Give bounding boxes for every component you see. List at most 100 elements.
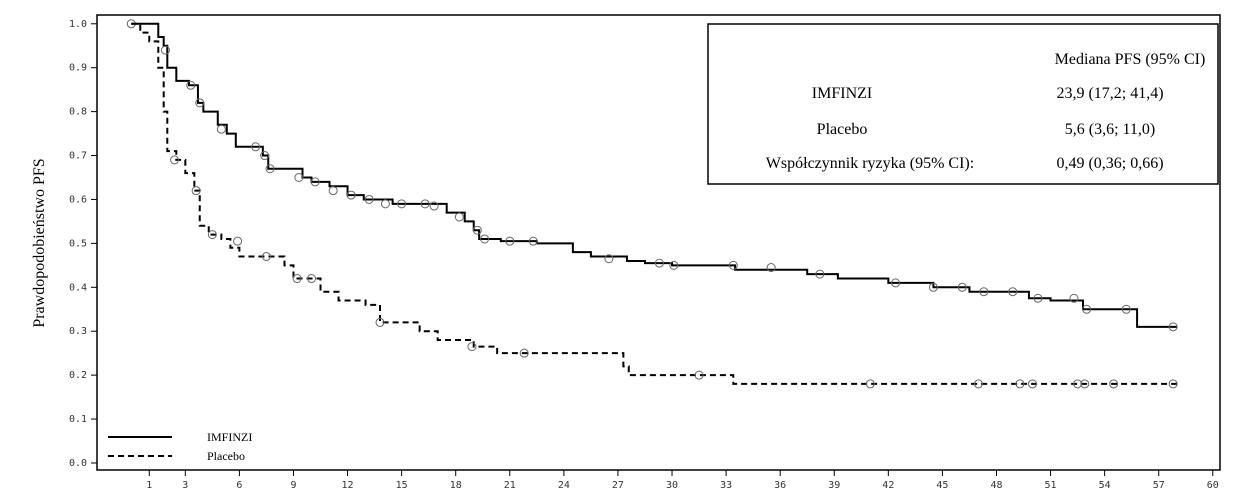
censor-mark [1073, 379, 1083, 389]
table-cell: 0,49 (0,36; 0,66) [1056, 155, 1163, 172]
censor-mark [207, 230, 217, 240]
table-cell: Placebo [817, 121, 868, 138]
censor-mark [766, 263, 776, 273]
censor-mark [429, 201, 439, 211]
y-axis-label: Prawdopodobieństwo PFS [31, 158, 48, 327]
y-tick-label: 0.7 [69, 151, 87, 162]
x-tick-label: 24 [558, 480, 570, 491]
censor-mark [957, 282, 967, 292]
censor-mark [528, 236, 538, 246]
censor-mark [420, 199, 430, 209]
x-tick-label: 42 [882, 480, 894, 491]
censor-mark [191, 186, 201, 196]
table-cell: IMFINZI [812, 85, 872, 102]
legend-label: IMFINZI [207, 430, 252, 444]
censor-mark [310, 177, 320, 187]
censor-mark [505, 236, 515, 246]
censor-mark [294, 173, 304, 182]
censor-mark [480, 234, 490, 244]
censor-mark [891, 278, 901, 288]
censor-mark [865, 379, 875, 389]
censor-mark [233, 236, 243, 246]
x-tick-label: 60 [1207, 480, 1219, 491]
censor-mark [654, 258, 664, 268]
censor-mark [160, 45, 170, 55]
x-tick-label: 3 [182, 480, 188, 491]
x-tick-label: 39 [828, 480, 840, 491]
censor-mark [1069, 293, 1079, 303]
censor-mark [307, 274, 317, 284]
x-tick-label: 30 [666, 480, 678, 491]
y-tick-label: 0.2 [69, 370, 87, 381]
y-tick-label: 0.8 [69, 107, 87, 118]
x-tick-label: 51 [1045, 480, 1057, 491]
censor-mark [1008, 287, 1018, 297]
censor-mark [472, 225, 482, 235]
x-tick-label: 57 [1153, 480, 1165, 491]
x-tick-label: 21 [504, 480, 516, 491]
table-cell: 23,9 (17,2; 41,4) [1056, 85, 1163, 102]
censor-mark [1082, 304, 1092, 314]
x-tick-label: 27 [612, 480, 624, 491]
censor-mark [261, 252, 271, 262]
censor-mark [467, 342, 477, 352]
censor-mark [973, 379, 983, 389]
x-tick-label: 18 [450, 480, 462, 491]
censor-mark [265, 164, 275, 174]
plot-frame [96, 14, 1221, 471]
censor-mark [1109, 379, 1119, 389]
legend-label: Placebo [207, 449, 245, 463]
censor-mark [170, 155, 180, 165]
table-cell: Współczynnik ryzyka (95% CI): [766, 155, 974, 172]
censor-mark [815, 269, 825, 279]
y-tick-label: 0.3 [69, 326, 87, 337]
stats-box [707, 23, 1219, 185]
y-tick-label: 0.0 [69, 458, 87, 469]
censor-mark [454, 212, 464, 222]
censor-mark [216, 124, 226, 134]
censor-mark [1015, 379, 1025, 389]
y-tick-label: 0.4 [69, 282, 87, 293]
censor-mark [292, 274, 302, 284]
table-cell: 5,6 (3,6; 11,0) [1065, 121, 1156, 138]
censor-mark [380, 199, 390, 209]
censor-mark [364, 194, 374, 204]
censor-mark [346, 190, 356, 200]
censor-mark [1168, 322, 1178, 332]
censor-mark [979, 287, 989, 297]
censor-mark [328, 186, 338, 196]
x-tick-label: 45 [936, 480, 948, 491]
censor-mark [375, 317, 385, 327]
censor-mark [1080, 379, 1090, 389]
censor-mark [1033, 293, 1043, 303]
x-tick-label: 54 [1099, 480, 1111, 491]
y-tick-label: 0.5 [69, 238, 87, 249]
x-tick-label: 6 [236, 480, 242, 491]
x-tick-label: 33 [720, 480, 732, 491]
censor-mark [260, 151, 270, 161]
survival-curve [131, 22, 1177, 385]
censor-mark [397, 199, 407, 209]
x-tick-label: 1 [146, 480, 152, 491]
x-tick-label: 12 [342, 480, 354, 491]
censor-mark [728, 260, 738, 270]
censor-mark [604, 254, 614, 264]
censor-mark [669, 260, 679, 270]
censor-mark [694, 370, 704, 380]
censor-mark [1028, 379, 1038, 389]
censor-mark [251, 142, 261, 152]
y-tick-label: 1.0 [69, 19, 87, 30]
x-tick-label: 15 [396, 480, 408, 491]
censor-mark [928, 282, 938, 292]
censor-mark [195, 98, 205, 108]
y-tick-label: 0.1 [69, 414, 87, 425]
censor-mark [519, 348, 529, 358]
x-tick-label: 36 [774, 480, 786, 491]
table-header: Mediana PFS (95% CI) [1055, 51, 1206, 68]
x-tick-label: 48 [990, 480, 1002, 491]
censor-mark [186, 80, 196, 90]
y-tick-label: 0.9 [69, 63, 87, 74]
x-tick-label: 9 [290, 480, 296, 491]
censor-mark [1168, 379, 1178, 389]
